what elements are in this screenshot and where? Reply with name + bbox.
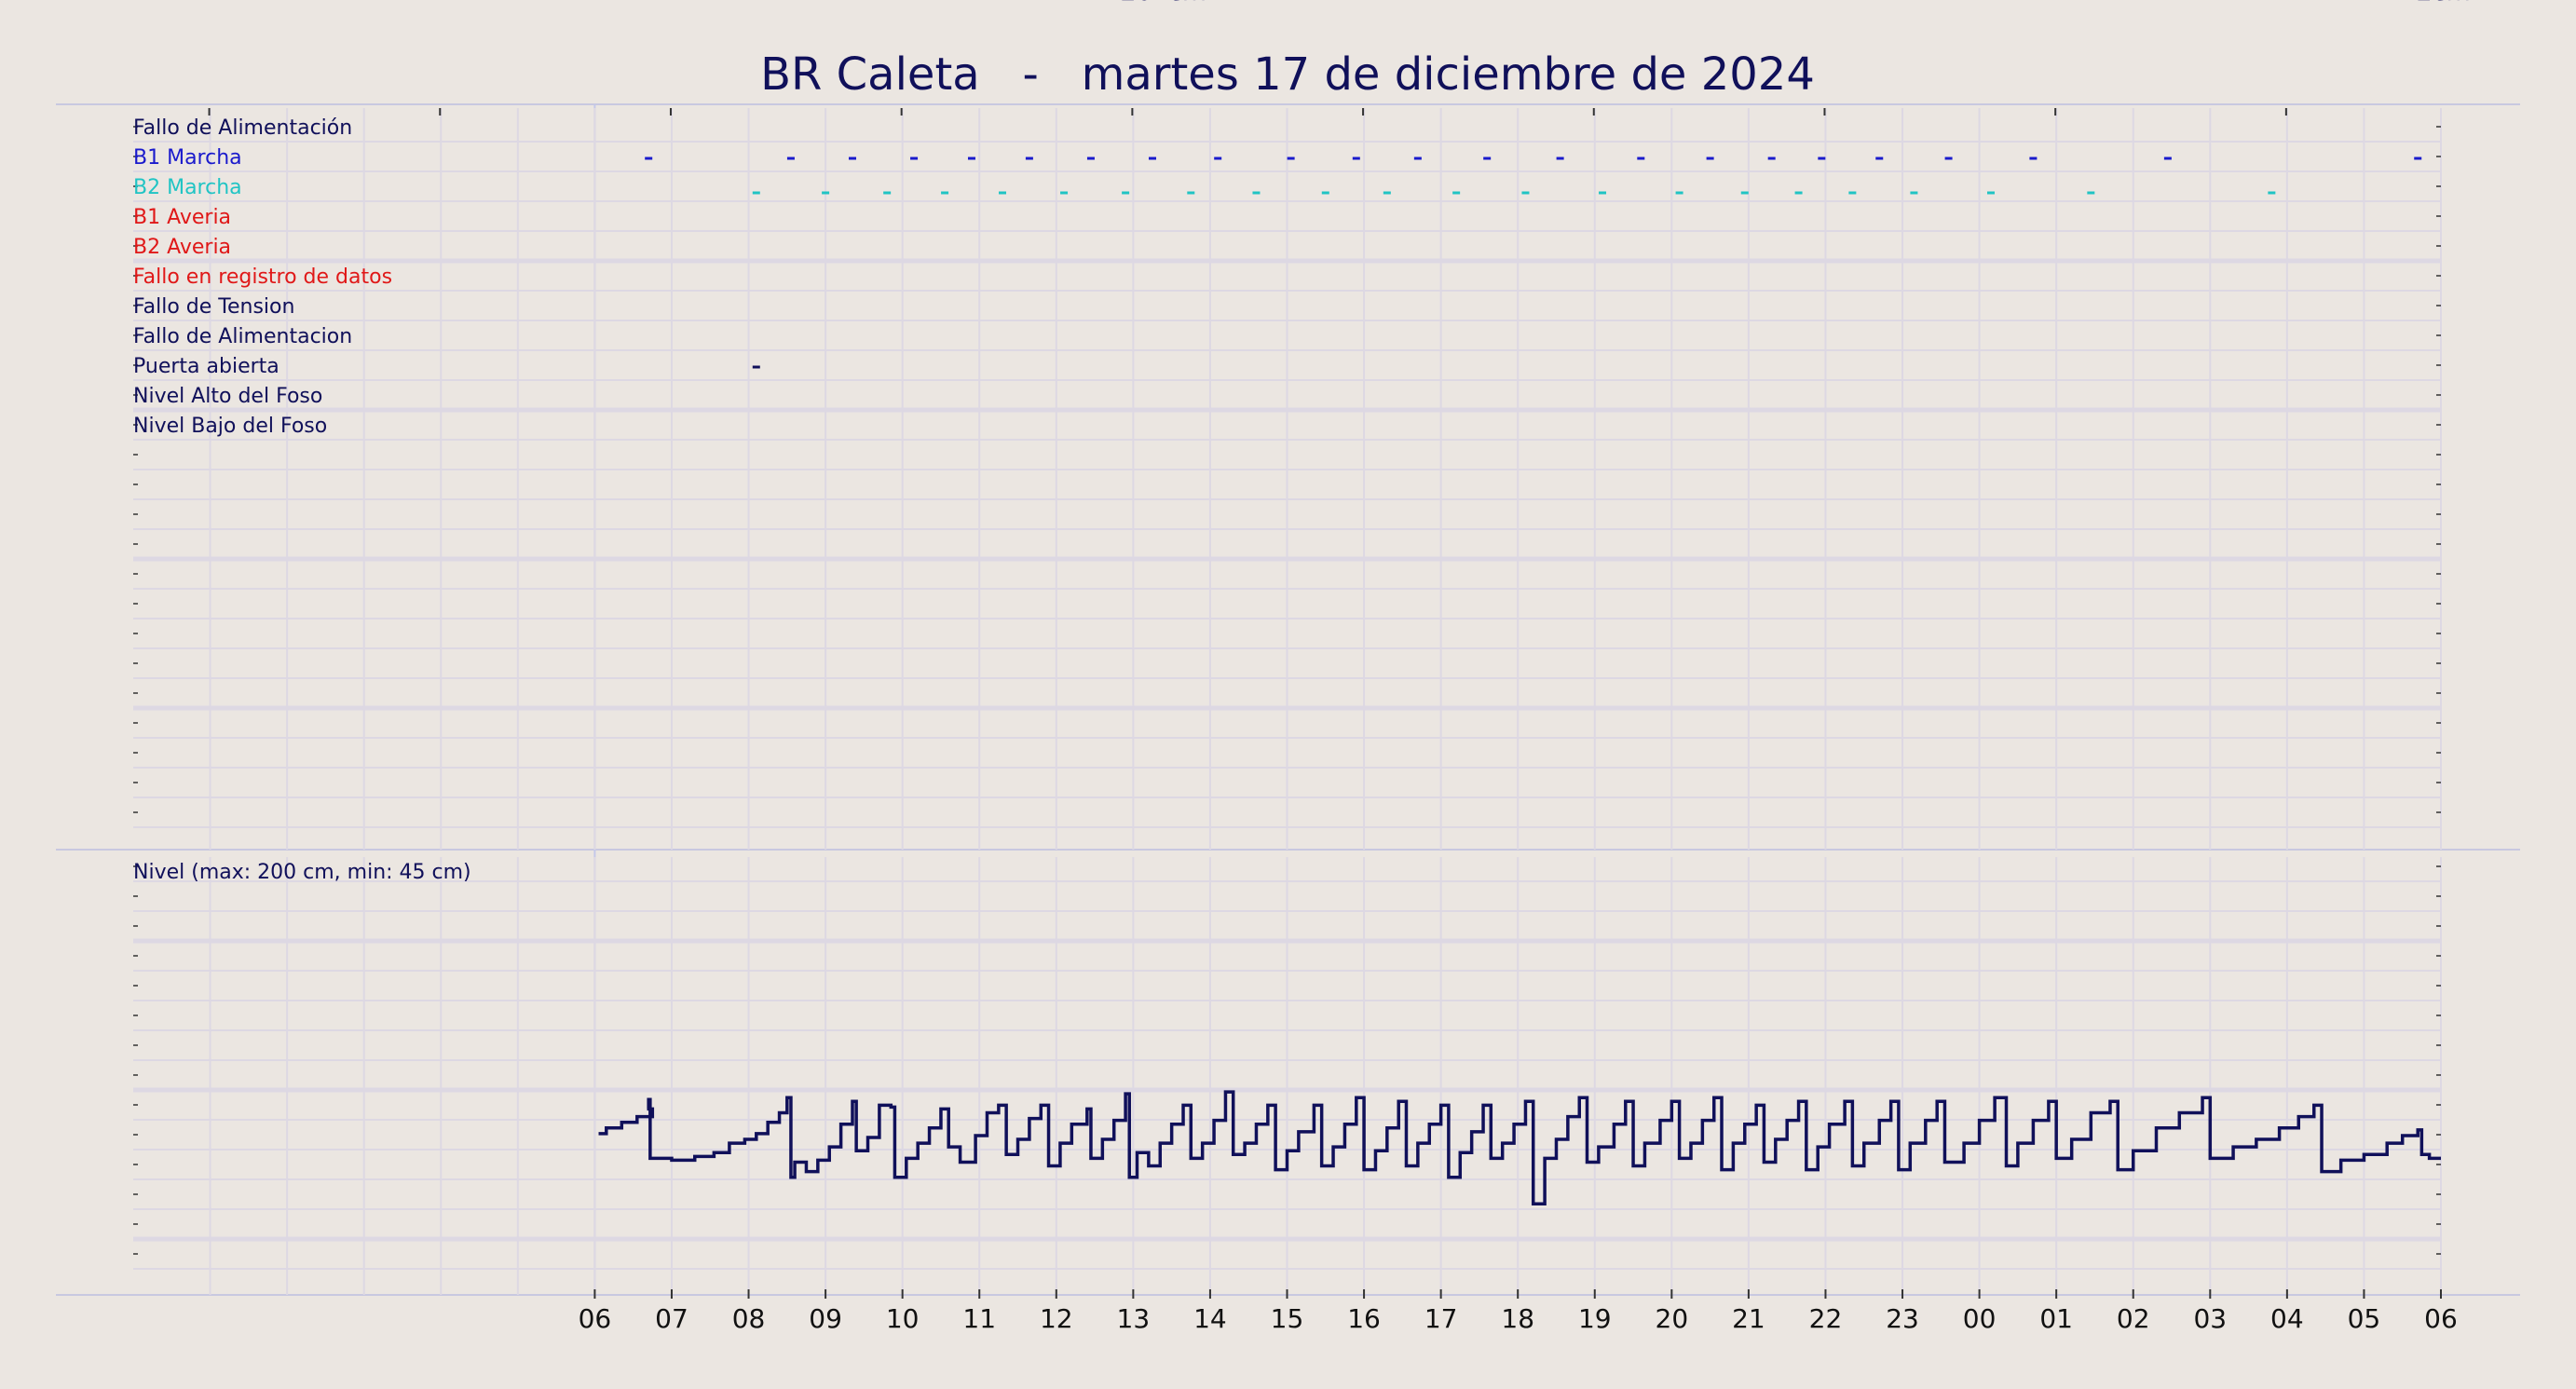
level-panel-label: Nivel (max: 200 cm, min: 45 cm) bbox=[133, 861, 471, 884]
title-separator: - bbox=[1022, 48, 1038, 101]
x-tick-label: 21 bbox=[1732, 1303, 1765, 1334]
signal-label: Fallo de Alimentacion bbox=[133, 325, 352, 348]
last-level-annotation: 172cm bbox=[2384, 0, 2471, 7]
signal-label: Nivel Bajo del Foso bbox=[133, 415, 327, 438]
x-tick-label: 20 bbox=[1656, 1303, 1689, 1334]
x-tick-label: 14 bbox=[1193, 1303, 1227, 1334]
x-tick-label: 11 bbox=[962, 1303, 996, 1334]
x-tick-label: 05 bbox=[2348, 1303, 2381, 1334]
x-tick-label: 03 bbox=[2193, 1303, 2227, 1334]
x-tick-label: 06 bbox=[2424, 1303, 2458, 1334]
x-tick-label: 23 bbox=[1886, 1303, 1919, 1334]
signal-label: B2 Averia bbox=[133, 236, 231, 259]
level-series: 207cm 172cm bbox=[598, 0, 2471, 1205]
x-tick-label: 13 bbox=[1117, 1303, 1151, 1334]
title-station: BR Caleta bbox=[760, 48, 980, 101]
x-tick-label: 01 bbox=[2039, 1303, 2073, 1334]
signal-label: Fallo de Alimentación bbox=[133, 116, 352, 140]
x-tick-label: 00 bbox=[1963, 1303, 1997, 1334]
x-tick-label: 04 bbox=[2270, 1303, 2304, 1334]
x-tick-label: 08 bbox=[732, 1303, 766, 1334]
x-tick-label: 09 bbox=[809, 1303, 842, 1334]
x-tick-label: 10 bbox=[886, 1303, 920, 1334]
x-axis-ticks: 06 07 08 09 10 11 12 13 14 15 16 17 18 19 20 21 22 23 00 01… bbox=[579, 1289, 2458, 1334]
max-level-annotation: 207cm bbox=[1120, 0, 1206, 7]
signal-label: B1 Marcha bbox=[133, 146, 242, 170]
status-panel-grid bbox=[133, 108, 2442, 850]
status-signal-labels: Fallo de Alimentación B1 Marcha B2 Marcha B… bbox=[133, 116, 392, 438]
signal-label: B2 Marcha bbox=[133, 176, 242, 199]
chart-title: BR Caleta - martes 17 de diciembre de 20… bbox=[760, 48, 1815, 101]
x-tick-label: 15 bbox=[1271, 1303, 1304, 1334]
signal-label: B1 Averia bbox=[133, 206, 231, 229]
signal-label: Puerta abierta bbox=[133, 355, 279, 378]
signal-label: Fallo en registro de datos bbox=[133, 266, 392, 289]
x-tick-label: 12 bbox=[1040, 1303, 1073, 1334]
signal-label: Fallo de Tension bbox=[133, 295, 294, 319]
x-tick-label: 06 bbox=[579, 1303, 612, 1334]
x-tick-label: 17 bbox=[1424, 1303, 1458, 1334]
title-date: martes 17 de diciembre de 2024 bbox=[1082, 48, 1815, 101]
level-panel-grid bbox=[133, 857, 2442, 1295]
x-tick-label: 16 bbox=[1347, 1303, 1381, 1334]
x-tick-label: 19 bbox=[1578, 1303, 1612, 1334]
status-event-marks bbox=[645, 157, 2422, 369]
level-line bbox=[598, 1090, 2441, 1205]
x-tick-label: 18 bbox=[1501, 1303, 1534, 1334]
x-tick-label: 02 bbox=[2117, 1303, 2150, 1334]
signal-label: Nivel Alto del Foso bbox=[133, 385, 322, 408]
x-tick-label: 22 bbox=[1809, 1303, 1843, 1334]
x-tick-label: 07 bbox=[655, 1303, 688, 1334]
